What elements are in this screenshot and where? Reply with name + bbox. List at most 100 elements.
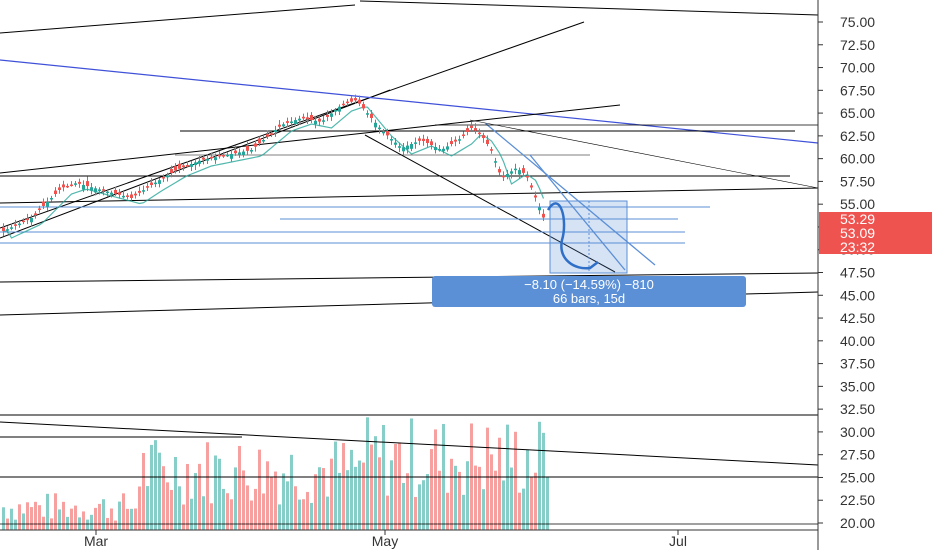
candle	[350, 98, 353, 102]
volume-bar	[74, 505, 77, 530]
volume-bar	[270, 476, 273, 530]
price-label-tag[interactable]	[819, 240, 932, 254]
volume-bar	[22, 513, 25, 530]
candle	[502, 175, 505, 178]
candle	[46, 202, 49, 207]
candle	[422, 138, 425, 141]
candle	[290, 121, 293, 123]
volume-bar	[434, 429, 437, 530]
candle	[394, 142, 397, 145]
volume-bar	[438, 470, 441, 530]
volume-bar	[226, 493, 229, 530]
volume-bar	[114, 520, 117, 530]
price-tick-label: 60.00	[840, 151, 875, 167]
volume-bar	[262, 493, 265, 530]
candle	[314, 120, 317, 125]
volume-bar	[118, 501, 121, 530]
candle	[514, 168, 517, 171]
volume-bar	[526, 449, 529, 530]
candle	[198, 160, 201, 164]
candle	[78, 181, 81, 184]
candle	[366, 113, 369, 115]
volume-bar	[38, 505, 41, 530]
candle	[378, 127, 381, 130]
volume-bar	[10, 508, 13, 530]
candle	[346, 101, 349, 104]
volume-bar	[498, 437, 501, 530]
price-axis[interactable]: 75.00 72.50 70.00 67.50 65.00 62.50 60.00 57.50…	[817, 0, 932, 550]
candle	[238, 152, 241, 155]
volume-bar	[314, 474, 317, 530]
trendline	[0, 4, 356, 34]
volume-bar	[146, 486, 149, 530]
candle	[282, 124, 285, 127]
candle	[302, 116, 305, 119]
candle	[430, 141, 433, 145]
candle	[322, 120, 325, 122]
volume-bar	[94, 507, 97, 530]
candle	[246, 145, 249, 151]
volume-bar	[374, 436, 377, 530]
volume-bar	[546, 476, 549, 530]
volume-bar	[282, 473, 285, 530]
volume-bar	[310, 502, 313, 530]
candle	[98, 189, 101, 191]
volume-bar	[494, 470, 497, 530]
volume-bar	[502, 480, 505, 530]
moving-average-line	[3, 106, 545, 239]
candle	[218, 154, 221, 157]
volume-bar	[322, 468, 325, 530]
volume-bar	[406, 473, 409, 530]
volume-bar	[286, 481, 289, 530]
candle	[26, 218, 29, 221]
candle	[6, 229, 9, 231]
volume-bar	[522, 488, 525, 530]
price-tick-label: 42.50	[840, 310, 875, 326]
candle	[18, 223, 21, 226]
measure-projection-arrow	[546, 202, 599, 270]
volume-bar	[394, 443, 397, 530]
volume-bar	[198, 463, 201, 530]
volume-bar	[446, 492, 449, 530]
candle	[58, 187, 61, 190]
trendline	[529, 154, 626, 271]
candle	[22, 220, 25, 223]
candle	[66, 185, 69, 188]
price-label-tag[interactable]	[819, 226, 932, 240]
volume-bar	[18, 504, 21, 530]
moving-average-layer	[3, 106, 545, 239]
candle	[258, 138, 261, 144]
volume-bar	[330, 458, 333, 530]
price-tick-label: 40.00	[840, 333, 875, 349]
time-tick-label: Jul	[669, 533, 687, 549]
volume-bar	[266, 461, 269, 530]
drawing-layer	[0, 0, 819, 525]
volume-bar	[530, 476, 533, 530]
time-axis[interactable]: Mar May Jul	[0, 529, 818, 549]
price-tick-label: 37.50	[840, 356, 875, 372]
volume-bar	[186, 463, 189, 530]
candle	[442, 148, 445, 152]
volume-bar	[126, 508, 129, 530]
volume-bar	[346, 470, 349, 530]
candle	[190, 164, 193, 167]
volume-bar	[158, 452, 161, 530]
candle	[338, 106, 341, 112]
volume-bar	[62, 501, 65, 530]
volume-bar	[474, 465, 477, 530]
candle	[266, 134, 269, 137]
candle	[210, 156, 213, 159]
candle	[34, 213, 37, 215]
measure-info-box[interactable]	[432, 276, 746, 307]
candle	[294, 120, 297, 125]
volume-bar	[150, 444, 153, 530]
candle	[54, 190, 57, 194]
candle	[126, 195, 129, 197]
candle	[490, 149, 493, 151]
price-label-tag[interactable]	[819, 212, 932, 226]
volume-bar	[426, 474, 429, 530]
candle	[30, 218, 33, 223]
